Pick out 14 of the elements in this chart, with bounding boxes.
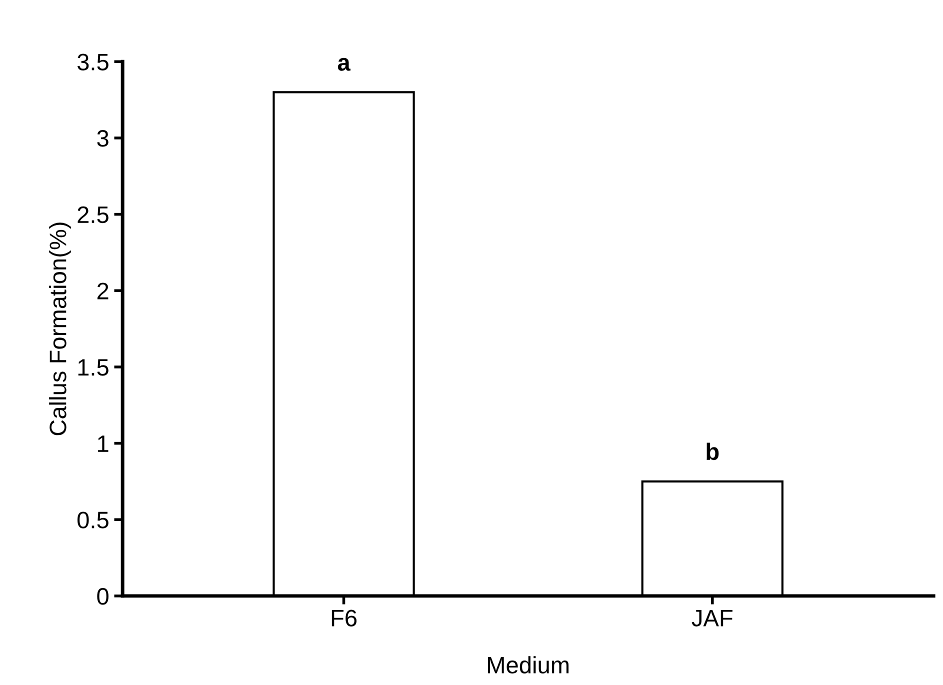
y-tick-label: 2.5 xyxy=(78,206,108,224)
x-tick-label: JAF xyxy=(692,610,732,626)
y-tick-label: 2 xyxy=(97,282,108,300)
y-tick-label: 1.5 xyxy=(78,359,108,376)
y-tick-label: 0 xyxy=(97,588,108,605)
y-tick-label: 0.5 xyxy=(78,512,108,528)
annotation: b xyxy=(706,442,719,460)
y-tick-label: 1 xyxy=(98,436,108,452)
y-axis-title: Callus Formation(%) xyxy=(49,222,72,436)
y-tick-label: 3 xyxy=(97,130,108,147)
annotation: a xyxy=(338,58,350,71)
y-tick-label: 3.5 xyxy=(77,54,108,70)
x-tick-label: F6 xyxy=(332,610,357,626)
x-axis-title: Medium xyxy=(488,656,569,674)
